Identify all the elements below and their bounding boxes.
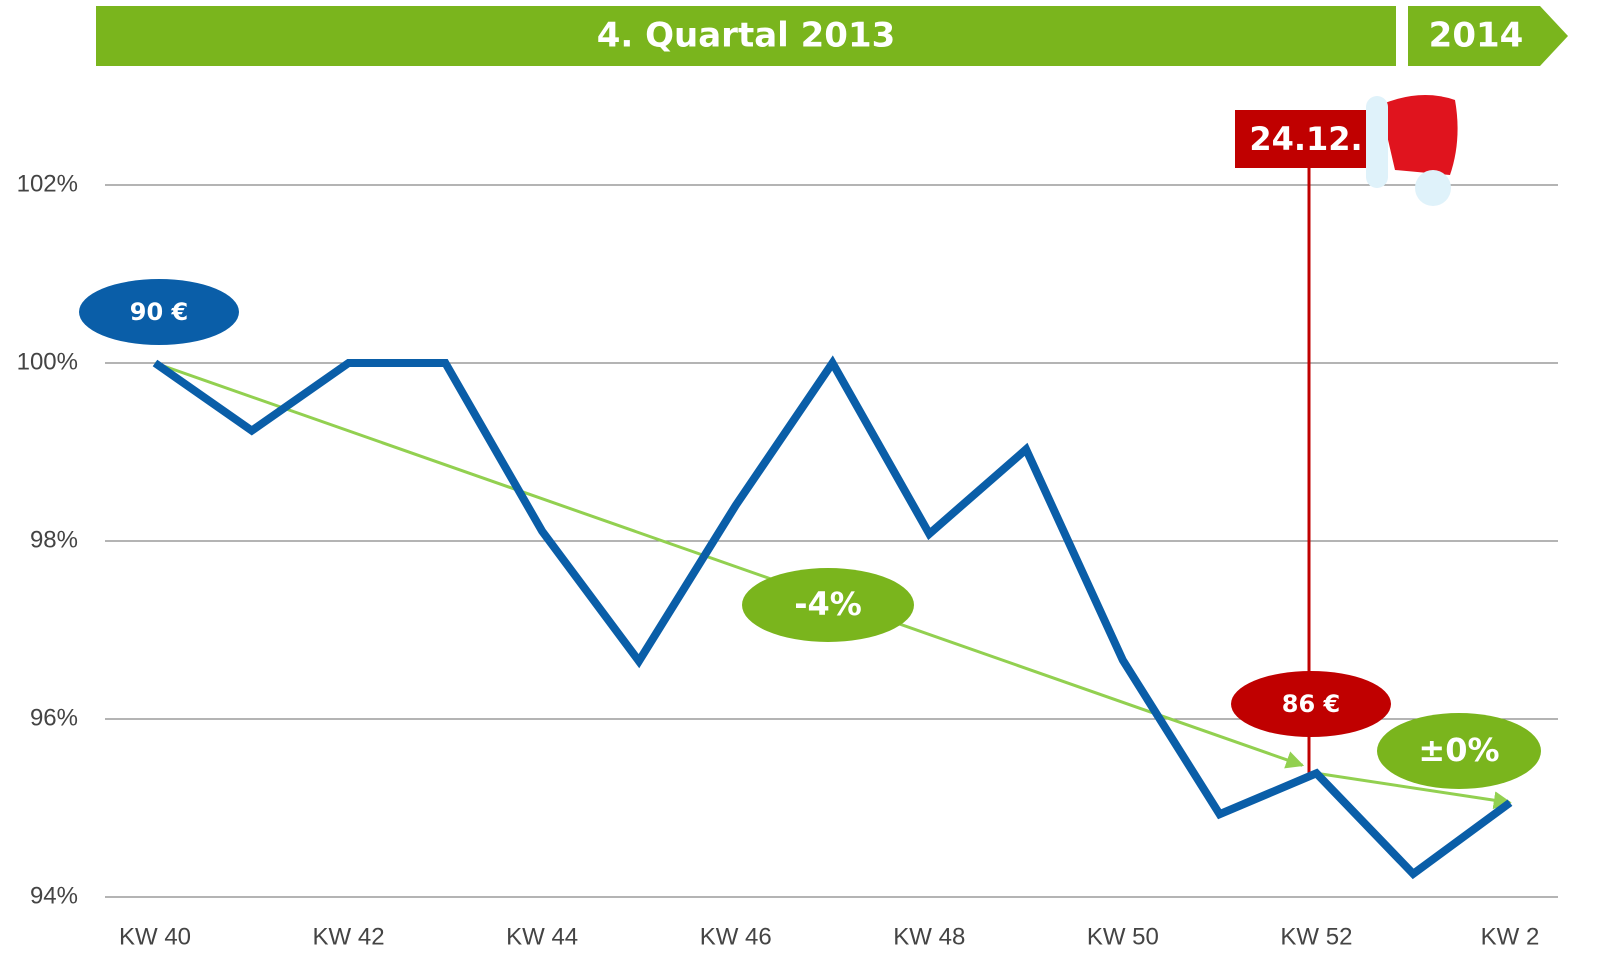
x-tick-label: KW 48: [893, 923, 965, 950]
y-tick-label: 94%: [30, 882, 78, 909]
trend-arrow: [154, 361, 1305, 769]
annotation-label: 90 €: [130, 298, 188, 326]
y-tick-label: 98%: [30, 526, 78, 553]
x-tick-label: KW 42: [313, 923, 385, 950]
annotation-bubble: [742, 568, 914, 642]
annotation-label: -4%: [794, 585, 862, 623]
x-tick-label: KW 40: [119, 923, 191, 950]
period-arrow: [1408, 6, 1568, 66]
y-tick-label: 96%: [30, 704, 78, 731]
annotation-bubble: [79, 279, 239, 345]
x-tick-label: KW 50: [1087, 923, 1159, 950]
annotation-bubble: [1231, 671, 1391, 737]
trend-arrow: [1316, 771, 1512, 810]
annotation-label: 86 €: [1282, 690, 1340, 718]
annotation-bubble: [1377, 713, 1541, 789]
y-tick-label: 102%: [17, 170, 78, 197]
period-bar: [96, 6, 1396, 66]
x-tick-label: KW 44: [506, 923, 578, 950]
santa-hat: [1380, 95, 1458, 175]
santa-hat-brim: [1366, 96, 1388, 188]
period-label: 2014: [1429, 16, 1524, 56]
x-tick-label: KW 46: [700, 923, 772, 950]
santa-hat-pom: [1415, 170, 1451, 206]
date-label: 24.12.: [1249, 120, 1362, 158]
annotation-label: ±0%: [1418, 731, 1499, 769]
price-line: [152, 355, 1513, 880]
x-tick-label: KW 2: [1481, 923, 1540, 950]
period-label: 4. Quartal 2013: [597, 16, 896, 56]
x-tick-label: KW 52: [1280, 923, 1352, 950]
y-tick-label: 100%: [17, 348, 78, 375]
date-box: [1235, 110, 1375, 168]
